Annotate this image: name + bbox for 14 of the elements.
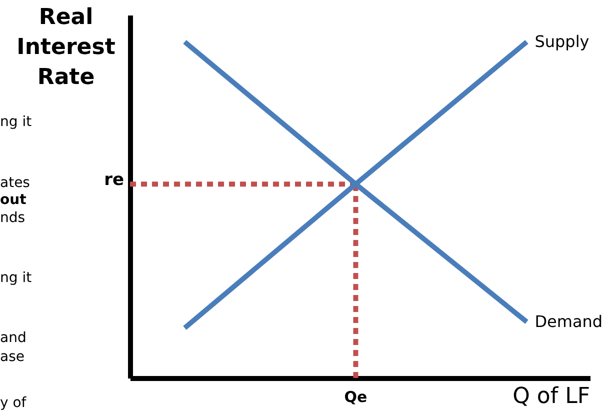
- text: and: [0, 330, 26, 346]
- text: ates: [0, 175, 30, 191]
- x-axis-title: Q of LF: [512, 384, 590, 409]
- text: y of: [0, 395, 28, 411]
- text: Qe: [344, 388, 368, 406]
- y-axis-title: Real Interest Rate: [16, 5, 116, 90]
- series-label: Supply: [534, 32, 590, 51]
- ref-line-label: re: [104, 170, 124, 190]
- text: ng it: [0, 114, 32, 130]
- text: nds: [0, 210, 26, 226]
- text: ng it: [0, 270, 32, 286]
- text: ase: [0, 349, 24, 365]
- text: out: [0, 192, 27, 208]
- series-label: Demand: [534, 312, 602, 331]
